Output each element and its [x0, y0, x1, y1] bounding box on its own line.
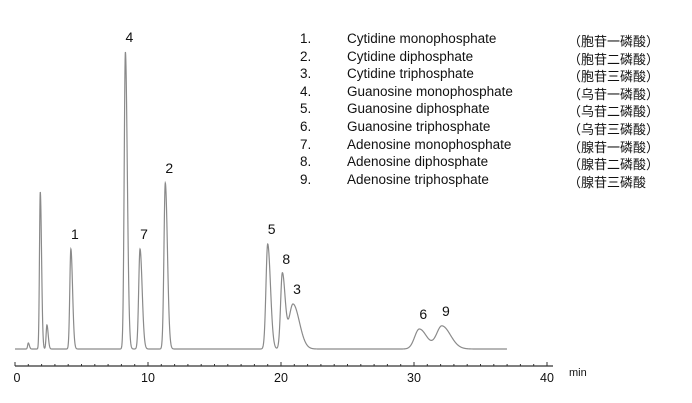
legend-name: Guanosine diphosphate — [347, 101, 490, 117]
peak-label-9: 9 — [442, 303, 450, 319]
x-tick-label: 0 — [14, 371, 21, 385]
peak-label-3: 3 — [293, 281, 301, 297]
legend-name: Adenosine diphosphate — [347, 154, 489, 170]
peak-label-4: 4 — [125, 29, 133, 45]
legend-name: Guanosine monophosphate — [347, 83, 513, 99]
legend-num: 4. — [300, 83, 312, 99]
peak-label-5: 5 — [268, 221, 276, 237]
chromatogram-trace — [15, 51, 507, 350]
legend-num: 1. — [300, 31, 312, 46]
legend-num: 6. — [300, 119, 312, 134]
legend-num: 3. — [300, 66, 312, 82]
legend-cn: （乌苷三磷酸） — [568, 122, 660, 137]
legend-cn: （乌苷一磷酸） — [568, 86, 660, 102]
legend-num: 7. — [300, 136, 312, 152]
legend-cn: （胞苷二磷酸） — [568, 51, 660, 67]
legend-name: Adenosine monophosphate — [347, 136, 512, 152]
legend-cn: （胞苷一磷酸） — [568, 34, 660, 49]
x-tick-label: 20 — [274, 371, 288, 385]
legend-name: Cytidine triphosphate — [347, 66, 474, 82]
legend-name: Cytidine diphosphate — [347, 48, 474, 64]
legend-cn: （胞苷三磷酸） — [568, 69, 660, 85]
legend-name: Adenosine triphosphate — [347, 171, 489, 187]
legend-cn: （腺苷二磷酸） — [568, 157, 660, 173]
x-axis-label: min — [569, 367, 587, 379]
legend-cn: （腺苷一磷酸） — [568, 139, 660, 155]
peak-label-2: 2 — [165, 160, 173, 176]
x-tick-label: 10 — [141, 371, 155, 385]
peak-label-7: 7 — [140, 226, 148, 242]
x-tick-label: 40 — [540, 371, 554, 385]
legend-num: 9. — [300, 171, 312, 187]
legend-name: Cytidine monophosphate — [347, 31, 497, 46]
legend-num: 2. — [300, 48, 312, 64]
legend-cn: （腺苷三磷酸 — [568, 174, 647, 190]
legend-num: 8. — [300, 154, 312, 170]
legend-num: 5. — [300, 101, 312, 117]
peak-label-1: 1 — [71, 226, 79, 242]
x-tick-label: 30 — [407, 371, 421, 385]
legend-name: Guanosine triphosphate — [347, 119, 491, 134]
peak-label-6: 6 — [419, 306, 427, 322]
legend-cn: （乌苷二磷酸） — [568, 104, 660, 120]
peak-label-8: 8 — [282, 251, 290, 267]
